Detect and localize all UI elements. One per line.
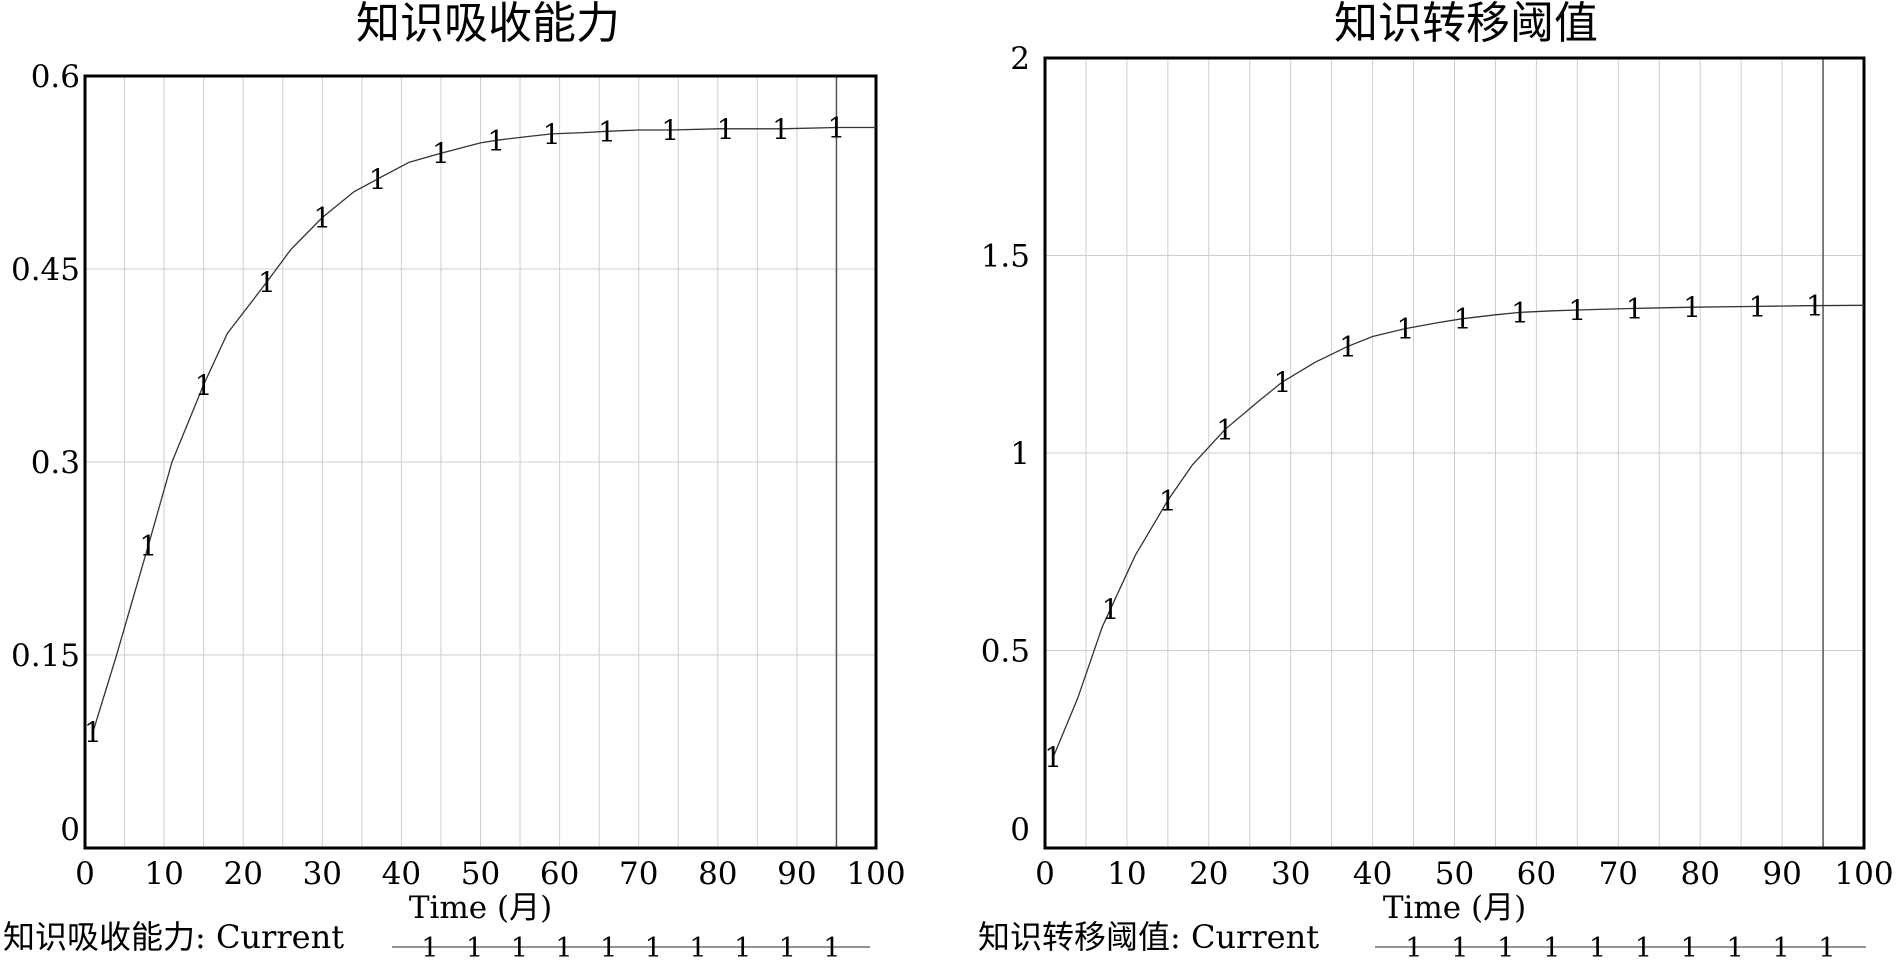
y-tick-label: 2 [1010, 41, 1030, 77]
series-marker: 1 [84, 716, 102, 749]
x-tick-label: 40 [1353, 856, 1392, 892]
x-tick-label: 50 [1435, 856, 1474, 892]
legend-marker: 1 [1543, 933, 1560, 963]
legend-marker: 1 [1818, 933, 1835, 963]
x-tick-label: 90 [1762, 856, 1801, 892]
grid-lines [1045, 58, 1864, 848]
plot-area-border [83, 74, 878, 850]
legend: 知识转移阈值: Current 1 1 1 1 1 1 1 1 1 1 [978, 918, 1866, 964]
series-marker: 1 [1159, 484, 1177, 517]
x-tick-label: 20 [223, 856, 262, 892]
legend-marker: 1 [1635, 933, 1652, 963]
legend-marker: 1 [600, 933, 617, 963]
series-marker: 1 [1806, 290, 1824, 323]
series-marker: 1 [543, 118, 561, 151]
legend-marker: 1 [1727, 933, 1744, 963]
legend-marker: 1 [779, 933, 796, 963]
legend-marker: 1 [1773, 933, 1790, 963]
x-axis-label: Time (月) [1383, 890, 1526, 926]
chart-1: 知识吸收能力 0 10 20 30 40 50 60 70 80 90 100 0 0.15 0.3 0.45… [3, 0, 906, 964]
series-marker: 1 [1511, 296, 1529, 329]
x-axis-label: Time (月) [409, 890, 552, 926]
series-marker: 1 [432, 137, 450, 170]
series-marker: 1 [598, 115, 616, 148]
series-marker: 1 [1274, 366, 1292, 399]
chart-2: 知识转移阈值 0 10 20 30 40 50 60 70 80 90 100 0 0.5 1 1.5 2 Tim… [978, 0, 1894, 964]
series-marker: 1 [1216, 413, 1234, 446]
plot-area-border [1043, 56, 1866, 850]
legend-marker: 1 [734, 933, 751, 963]
x-tick-label: 80 [1680, 856, 1719, 892]
y-tick-label: 0.3 [31, 445, 80, 481]
y-tick-label: 1 [1010, 436, 1030, 472]
series-marker: 1 [1683, 291, 1701, 324]
legend-marker: 1 [555, 933, 572, 963]
x-tick-label: 20 [1189, 856, 1228, 892]
legend-marker: 1 [1405, 933, 1422, 963]
y-tick-label: 0 [60, 812, 80, 848]
series-marker: 1 [369, 163, 387, 196]
legend-marker: 1 [1681, 933, 1698, 963]
series-marker: 1 [1454, 303, 1472, 336]
x-tick-label: 100 [846, 856, 905, 892]
series-marker: 1 [258, 266, 276, 299]
legend-marker: 1 [421, 933, 438, 963]
legend-marker: 1 [1589, 933, 1606, 963]
y-tick-label: 1.5 [981, 239, 1030, 275]
legend-marker: 1 [689, 933, 706, 963]
y-tick-label: 0.6 [31, 59, 80, 95]
series-marker: 1 [487, 124, 505, 157]
series-marker: 1 [195, 369, 213, 402]
series-marker: 1 [1396, 313, 1414, 346]
chart-title: 知识转移阈值 [1334, 0, 1598, 49]
x-tick-label: 60 [1517, 856, 1556, 892]
series-marker: 1 [1749, 290, 1767, 323]
legend-marker: 1 [511, 933, 528, 963]
x-tick-label: 50 [461, 856, 500, 892]
series-marker: 1 [1339, 330, 1357, 363]
y-tick-label: 0.15 [11, 638, 80, 674]
series-line [92, 126, 876, 733]
series-line [1052, 304, 1865, 758]
series-marker: 1 [139, 530, 157, 563]
x-tick-label: 90 [777, 856, 816, 892]
x-tick-label: 100 [1834, 856, 1893, 892]
series-marker: 1 [1568, 294, 1586, 327]
series-marker: 1 [717, 113, 735, 146]
legend-marker: 1 [1451, 933, 1468, 963]
legend-label: 知识转移阈值: Current [978, 918, 1319, 956]
series-marker: 1 [313, 202, 331, 235]
grid-lines [85, 76, 876, 848]
y-tick-label: 0 [1010, 812, 1030, 848]
x-tick-label: 0 [1035, 856, 1055, 892]
legend: 知识吸收能力: Current 1 1 1 1 1 1 1 1 1 1 [3, 918, 870, 964]
x-tick-label: 40 [382, 856, 421, 892]
x-tick-label: 70 [619, 856, 658, 892]
y-tick-label: 0.5 [981, 634, 1030, 670]
series-marker: 1 [828, 111, 846, 144]
y-tick-label: 0.45 [11, 252, 80, 288]
legend-marker: 1 [645, 933, 662, 963]
x-tick-label: 70 [1599, 856, 1638, 892]
x-tick-label: 10 [1107, 856, 1146, 892]
legend-marker: 1 [823, 933, 840, 963]
series-marker: 1 [1044, 741, 1062, 774]
x-tick-label: 80 [698, 856, 737, 892]
x-tick-label: 10 [144, 856, 183, 892]
series-marker: 1 [1102, 593, 1120, 626]
legend-marker: 1 [466, 933, 483, 963]
x-tick-label: 0 [75, 856, 95, 892]
x-tick-label: 30 [1271, 856, 1310, 892]
chart-title: 知识吸收能力 [356, 0, 620, 49]
x-tick-label: 60 [540, 856, 579, 892]
legend-marker: 1 [1497, 933, 1514, 963]
series-marker: 1 [661, 114, 679, 147]
x-tick-label: 30 [303, 856, 342, 892]
legend-label: 知识吸收能力: Current [3, 918, 344, 956]
series-marker: 1 [1626, 292, 1644, 325]
series-marker: 1 [772, 113, 790, 146]
